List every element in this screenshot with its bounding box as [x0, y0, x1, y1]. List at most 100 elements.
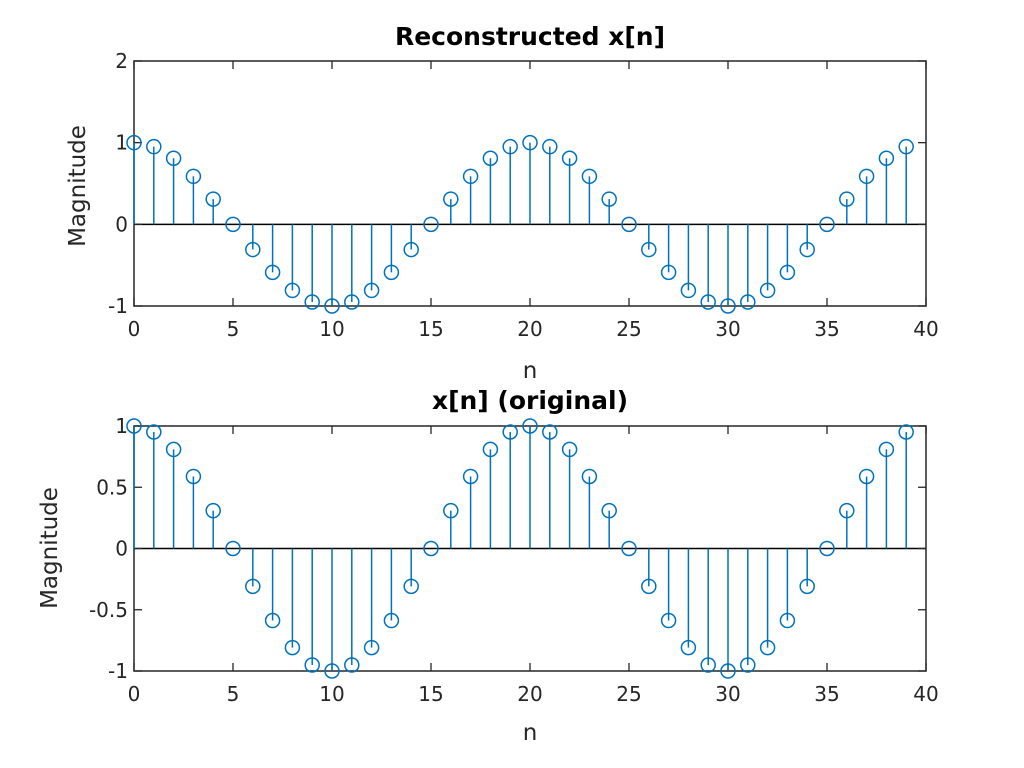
stem-marker: [126, 134, 142, 151]
stem-marker: [542, 424, 558, 440]
stem-marker: [205, 191, 221, 207]
stem-marker: [878, 441, 895, 458]
stem-marker: [839, 502, 855, 519]
stem-marker: [344, 294, 360, 310]
stem-marker: [561, 150, 578, 167]
x-tick-label: 0: [128, 317, 141, 341]
stem-marker: [344, 657, 360, 673]
x-tick-label: 10: [319, 682, 344, 706]
x-tick-label: 5: [227, 317, 240, 341]
x-tick-label: 5: [227, 682, 240, 706]
x-tick-label: 30: [715, 682, 740, 706]
stem-marker: [759, 282, 776, 299]
stem-marker: [443, 191, 459, 207]
stem-marker: [878, 150, 895, 167]
stem-marker: [423, 540, 439, 557]
stem-marker: [641, 578, 657, 595]
stem-marker: [284, 639, 301, 656]
stem-marker: [779, 612, 796, 629]
stem-marker: [146, 424, 162, 440]
stem-marker: [443, 502, 459, 519]
stem-marker: [799, 241, 815, 258]
stem-marker: [205, 502, 221, 519]
x-tick-label: 35: [814, 682, 839, 706]
x-tick-label: 35: [814, 317, 839, 341]
stem-marker: [403, 578, 419, 595]
stem-marker: [363, 639, 380, 656]
stem-marker: [304, 657, 320, 673]
stem-marker: [680, 639, 697, 656]
stem-marker: [819, 216, 835, 233]
stem-marker: [462, 168, 479, 185]
stem-marker: [799, 578, 815, 595]
stem-marker: [898, 424, 914, 440]
stem-marker: [264, 612, 281, 629]
x-tick-label: 20: [517, 317, 542, 341]
stem-marker: [641, 241, 657, 258]
x-tick-label: 15: [418, 317, 443, 341]
stem-marker: [660, 612, 677, 629]
stem-marker: [383, 264, 400, 281]
stem-marker: [898, 138, 914, 155]
y-tick-label: 1: [115, 131, 128, 155]
x-axis-label: n: [523, 720, 538, 746]
y-axis-label: Magnitude: [65, 125, 91, 247]
stem-marker: [601, 502, 617, 519]
x-tick-label: 30: [715, 317, 740, 341]
subplot-original: x[n] (original) Magnitude n 0 5 10 15 20 25 30…: [37, 386, 939, 746]
stem-marker: [284, 282, 301, 299]
y-tick-label: 2: [115, 49, 128, 73]
y-tick-label: -1: [108, 294, 128, 318]
stem-marker: [423, 216, 439, 233]
x-tick-label: 10: [319, 317, 344, 341]
stem-marker: [720, 298, 736, 314]
stem-marker: [462, 468, 479, 485]
x-tick-label: 40: [913, 317, 938, 341]
y-tick-label: 0.5: [96, 475, 128, 499]
stem-marker: [324, 298, 340, 314]
stem-marker: [403, 241, 419, 258]
stem-marker: [146, 138, 162, 155]
stem-marker: [542, 138, 558, 155]
stem-marker: [522, 418, 538, 434]
stem-marker: [779, 264, 796, 281]
chart-title: x[n] (original): [432, 386, 628, 415]
stem-marker: [185, 168, 202, 185]
stem-marker: [383, 612, 400, 629]
stem-marker: [324, 663, 340, 679]
stem-marker: [700, 294, 716, 310]
stem-marker: [740, 294, 756, 310]
stem-marker: [185, 468, 202, 485]
chart-title: Reconstructed x[n]: [395, 22, 665, 51]
stem-marker: [225, 216, 241, 233]
y-tick-label: 1: [115, 414, 128, 438]
stem-marker: [680, 282, 697, 299]
stem-marker: [601, 191, 617, 207]
x-tick-label: 40: [913, 682, 938, 706]
stem-marker: [700, 657, 716, 673]
y-tick-label: 0: [115, 212, 128, 236]
y-axis-label: Magnitude: [37, 487, 63, 609]
stem-marker: [720, 663, 736, 679]
stem-marker: [759, 639, 776, 656]
stem-marker: [621, 216, 637, 233]
stem-marker: [363, 282, 380, 299]
stem-marker: [126, 418, 142, 434]
stem-marker: [165, 150, 182, 167]
stem-marker: [839, 191, 855, 207]
stem-marker: [581, 468, 598, 485]
stem-marker: [621, 540, 637, 557]
x-tick-label: 25: [616, 317, 641, 341]
stem-marker: [264, 264, 281, 281]
stem-marker: [502, 138, 518, 155]
stem-marker: [225, 540, 241, 557]
x-tick-label: 0: [128, 682, 141, 706]
x-axis-label: n: [523, 358, 538, 384]
stem-marker: [245, 578, 261, 595]
subplot-reconstructed: Reconstructed x[n] Magnitude n 0 5 10 15 20 2…: [65, 22, 939, 384]
stem-marker: [819, 540, 835, 557]
y-tick-label: 0: [115, 537, 128, 561]
stem-marker: [858, 168, 875, 185]
stem-marker: [740, 657, 756, 673]
